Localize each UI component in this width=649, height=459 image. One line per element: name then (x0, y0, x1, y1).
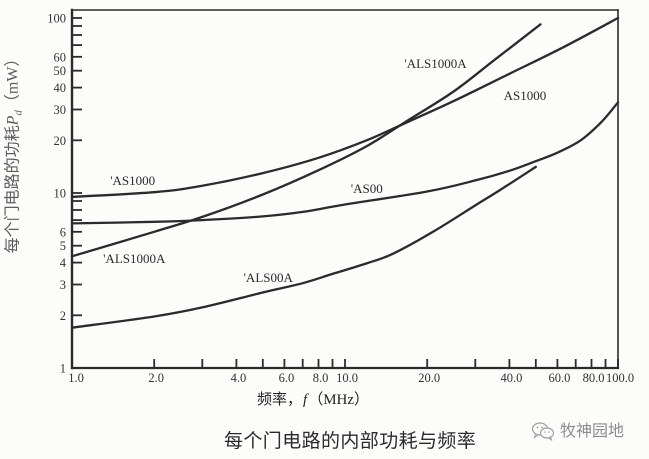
x-tick-label: 60.0 (548, 371, 570, 385)
y-tick-label: 40 (54, 81, 67, 95)
axis-ticks (71, 17, 619, 368)
x-axis-label-text: 频率， (257, 392, 303, 408)
y-tick-label: 1 (60, 362, 66, 376)
x-tick-label: 8.0 (313, 371, 329, 385)
y-tick-label: 60 (54, 50, 67, 64)
y-axis-label-symbol: P (4, 115, 22, 126)
y-tick-label: 4 (60, 256, 67, 270)
x-tick-label: 40.0 (500, 371, 522, 385)
y-tick-label: 3 (60, 278, 66, 292)
curve-label-as1000: AS1000 (504, 88, 547, 103)
curve-label-als00a: 'ALS00A (244, 270, 294, 285)
y-tick-label: 20 (54, 134, 67, 148)
watermark-text: 牧神园地 (560, 421, 625, 440)
axis-tick-labels: 1.0 2.0 4.0 6.0 8.0 10.0 20.0 40.0 60.0 80.0 100.0… (47, 12, 634, 386)
wechat-icon (531, 422, 555, 441)
y-axis-label: 每个门电路的功耗Pd（mW） (4, 50, 25, 254)
x-axis-label: 频率，f（MHz） (257, 391, 369, 409)
x-axis-label-symbol: f (303, 392, 308, 408)
y-axis-label-unit: （mW） (4, 50, 22, 111)
x-tick-label: 20.0 (418, 371, 440, 385)
curve-label-as1000: 'AS1000 (110, 173, 155, 188)
curve-label-als1000a: 'ALS1000A (404, 56, 467, 71)
x-tick-label: 100.0 (606, 371, 634, 385)
watermark: 牧神园地 (531, 420, 624, 442)
x-axis-label-unit: （MHz） (308, 392, 370, 408)
y-tick-label: 5 (60, 239, 66, 253)
curve-label-as00: 'AS00 (351, 181, 383, 196)
series-curve-as1000 (70, 16, 620, 199)
data-curves (70, 16, 620, 329)
y-axis-label-text: 每个门电路的功耗 (4, 125, 22, 254)
y-tick-label: 30 (54, 103, 67, 117)
series-curve-als1000a (70, 23, 542, 258)
curve-labels: 'AS1000 'ALS1000A 'ALS00A 'AS00 'ALS1000A AS1… (103, 56, 546, 285)
series-curve-als00a (70, 165, 537, 329)
chart-title: 每个门电路的内部功耗与频率 (224, 431, 477, 452)
x-tick-label: 10.0 (336, 371, 358, 385)
y-axis-label-subscript: d (12, 110, 25, 116)
curve-label-als1000a: 'ALS1000A (103, 251, 166, 266)
series-curve-as00 (70, 101, 620, 225)
x-tick-label: 1.0 (68, 371, 84, 385)
y-tick-label: 2 (60, 309, 66, 323)
y-tick-label: 100 (47, 12, 66, 26)
x-tick-label: 2.0 (148, 371, 164, 385)
y-tick-label: 50 (54, 64, 67, 78)
y-tick-label: 10 (54, 187, 67, 201)
x-tick-label: 80.0 (583, 371, 605, 385)
x-tick-label: 6.0 (279, 371, 295, 385)
x-tick-label: 4.0 (231, 371, 247, 385)
y-tick-label: 6 (60, 225, 66, 239)
plot-frame (70, 8, 620, 370)
